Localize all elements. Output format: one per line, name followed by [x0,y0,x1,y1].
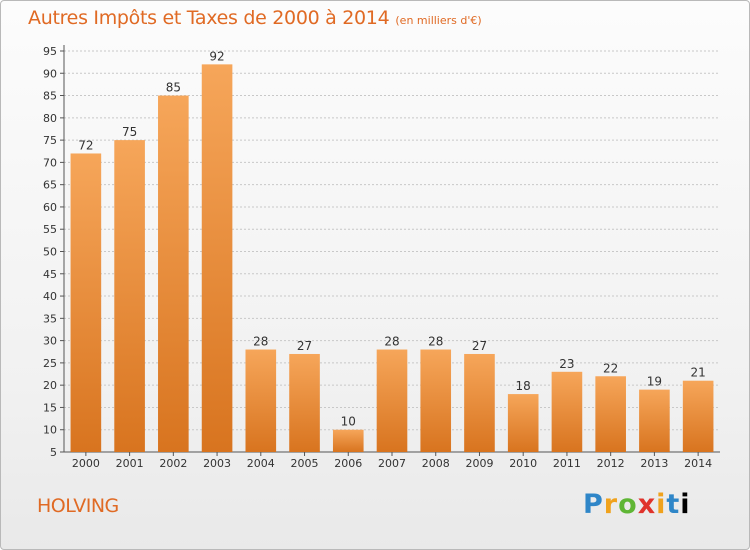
chart-title-text: Autres Impôts et Taxes de 2000 à 2014 [28,7,390,29]
commune-name: HOLVING [37,495,119,517]
x-tick-label: 2005 [291,457,319,470]
x-tick-label: 2012 [597,457,625,470]
bar-value-label: 92 [209,49,224,63]
y-tick-label: 15 [43,401,57,414]
x-tick-label: 2004 [247,457,275,470]
y-tick-label: 25 [43,357,57,370]
y-tick-label: 70 [43,156,57,169]
y-tick-label: 35 [43,312,57,325]
bar [332,429,364,452]
y-tick-label: 10 [43,424,57,437]
bar-value-label: 22 [603,361,618,375]
bar [114,140,145,452]
bar [70,153,102,452]
y-tick-label: 20 [43,379,57,392]
x-tick-label: 2008 [422,457,450,470]
bar-value-label: 18 [516,379,531,393]
bar [639,389,670,452]
bar-value-label: 28 [428,335,443,349]
bar [245,349,277,452]
logo-letter: i [656,489,667,520]
bar-value-label: 72 [78,138,93,152]
x-tick-label: 2006 [334,457,362,470]
x-tick-label: 2014 [684,457,712,470]
bar-value-label: 23 [559,357,574,371]
bar [464,353,495,452]
bar [682,380,714,452]
logo-letter: P [583,489,604,520]
y-tick-label: 60 [43,201,57,214]
x-tick-label: 2013 [640,457,668,470]
y-tick-label: 50 [43,246,57,259]
bar-value-label: 27 [297,339,312,353]
chart-unit: (en milliers d'€) [395,14,482,27]
bar [420,349,452,452]
logo-letter: x [637,489,657,520]
bar-value-label: 28 [384,335,399,349]
logo-letter: o [618,489,638,520]
x-tick-label: 2009 [465,457,493,470]
y-tick-label: 55 [43,223,57,236]
bar-value-label: 19 [647,375,662,389]
x-tick-label: 2007 [378,457,406,470]
y-tick-label: 85 [43,90,57,103]
bar-value-label: 75 [122,125,137,139]
logo-letter: r [603,489,619,520]
x-tick-label: 2002 [159,457,187,470]
y-tick-label: 95 [43,45,57,58]
bar-value-label: 28 [253,335,268,349]
bar-value-label: 27 [472,339,487,353]
bar [507,394,539,452]
x-tick-label: 2011 [553,457,581,470]
y-tick-label: 75 [43,134,57,147]
logo-letter: i [680,489,691,520]
bar [376,349,408,452]
x-tick-label: 2000 [72,457,100,470]
bar [201,64,233,452]
y-tick-label: 65 [43,179,57,192]
y-tick-label: 90 [43,67,57,80]
bar [158,95,189,453]
bar [595,376,626,452]
y-tick-label: 5 [50,446,57,459]
x-tick-label: 2003 [203,457,231,470]
x-tick-label: 2001 [116,457,144,470]
y-tick-label: 45 [43,268,57,281]
bar-value-label: 85 [166,81,181,95]
bar-value-label: 10 [341,415,356,429]
y-tick-label: 80 [43,112,57,125]
bar [289,353,320,452]
y-tick-label: 30 [43,335,57,348]
logo-letter: t [666,489,681,520]
bar-value-label: 21 [690,366,705,380]
x-tick-label: 2010 [509,457,537,470]
chart-title: Autres Impôts et Taxes de 2000 à 2014 (en… [28,7,482,29]
y-tick-label: 40 [43,290,57,303]
bar [551,371,583,452]
proxiti-logo: Proxiti [583,489,691,520]
